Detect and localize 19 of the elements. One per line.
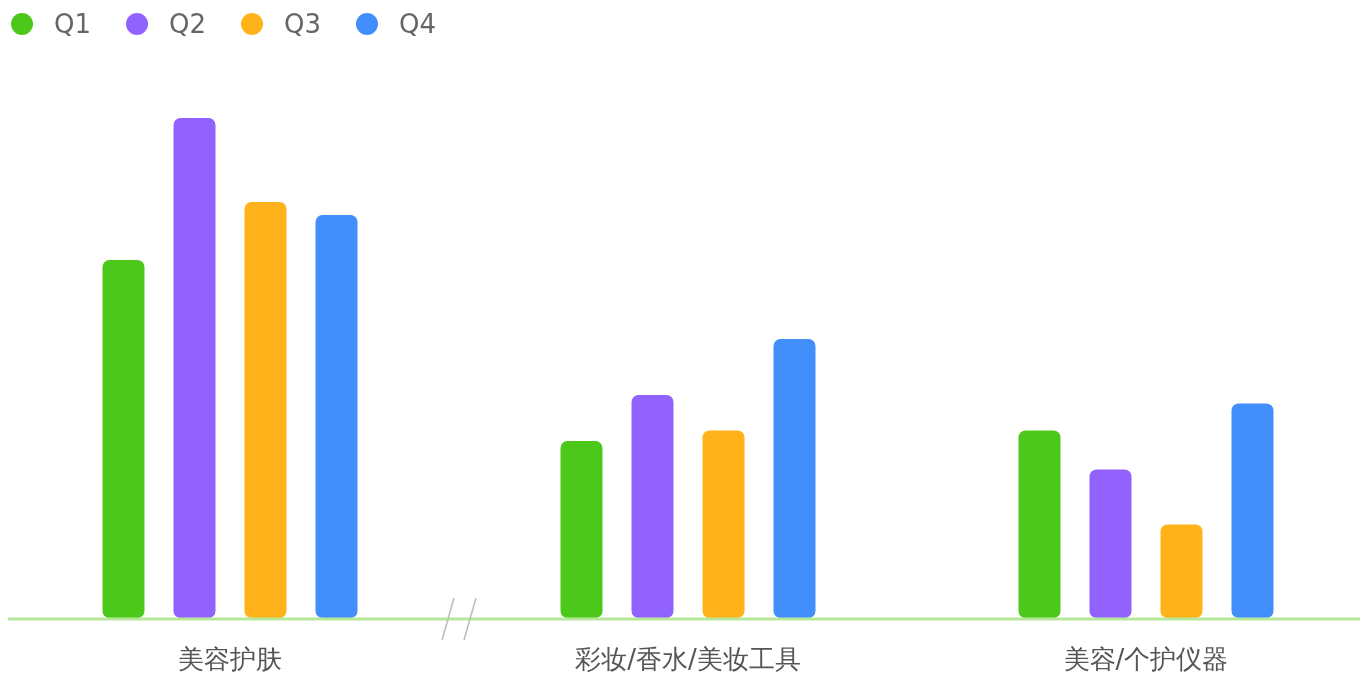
bar (702, 430, 745, 618)
bar (560, 441, 603, 618)
bar (315, 215, 358, 618)
bar (1160, 524, 1203, 618)
x-tick-label: 彩妆/香水/美妆工具 (575, 644, 801, 674)
legend-label: Q3 (284, 9, 322, 39)
bar (1089, 469, 1132, 618)
legend-label: Q1 (54, 9, 92, 39)
bar (244, 202, 287, 618)
legend-label: Q2 (169, 9, 207, 39)
bar (631, 395, 674, 618)
bar (173, 118, 216, 618)
bar (1018, 430, 1061, 618)
bar (773, 339, 816, 618)
bar (1231, 403, 1274, 618)
x-tick-label: 美容/个护仪器 (1063, 644, 1229, 674)
legend-label: Q4 (399, 9, 437, 39)
bar (102, 260, 145, 618)
x-tick-label: 美容护肤 (178, 644, 282, 674)
